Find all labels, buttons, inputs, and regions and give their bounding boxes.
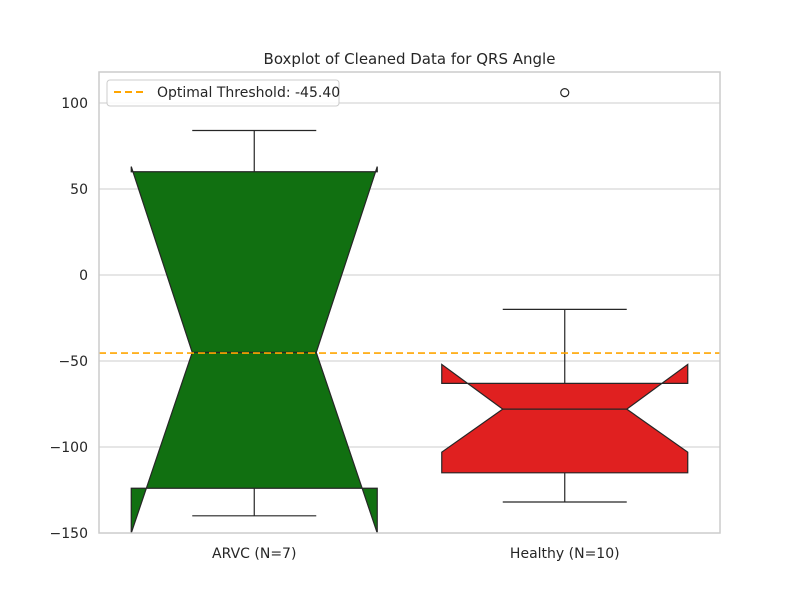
y-tick-label: 0 bbox=[79, 268, 88, 284]
y-tick-label: 50 bbox=[70, 182, 88, 198]
legend-frame bbox=[106, 79, 340, 107]
legend-threshold-label: Optimal Threshold: -45.40 bbox=[157, 85, 340, 101]
notched-box bbox=[130, 166, 378, 534]
y-tick-label: 100 bbox=[61, 96, 88, 112]
outlier-point bbox=[560, 88, 570, 98]
y-tick-label: −50 bbox=[58, 354, 88, 370]
box-1 bbox=[441, 88, 689, 503]
y-tick-label: −100 bbox=[50, 440, 88, 456]
notched-box bbox=[441, 363, 689, 474]
legend: Optimal Threshold: -45.40 bbox=[106, 79, 340, 107]
plot-frame bbox=[98, 71, 721, 534]
axis-ticks: 100 50 0 −50 −100 −150 ARVC (N=7) Healthy (N=10… bbox=[50, 96, 620, 562]
box-0 bbox=[130, 129, 378, 534]
x-tick-label: Healthy (N=10) bbox=[510, 546, 620, 562]
x-tick-label: ARVC (N=7) bbox=[212, 546, 296, 562]
y-tick-label: −150 bbox=[50, 526, 88, 542]
chart-title: Boxplot of Cleaned Data for QRS Angle bbox=[264, 50, 556, 68]
box-series bbox=[130, 88, 689, 534]
